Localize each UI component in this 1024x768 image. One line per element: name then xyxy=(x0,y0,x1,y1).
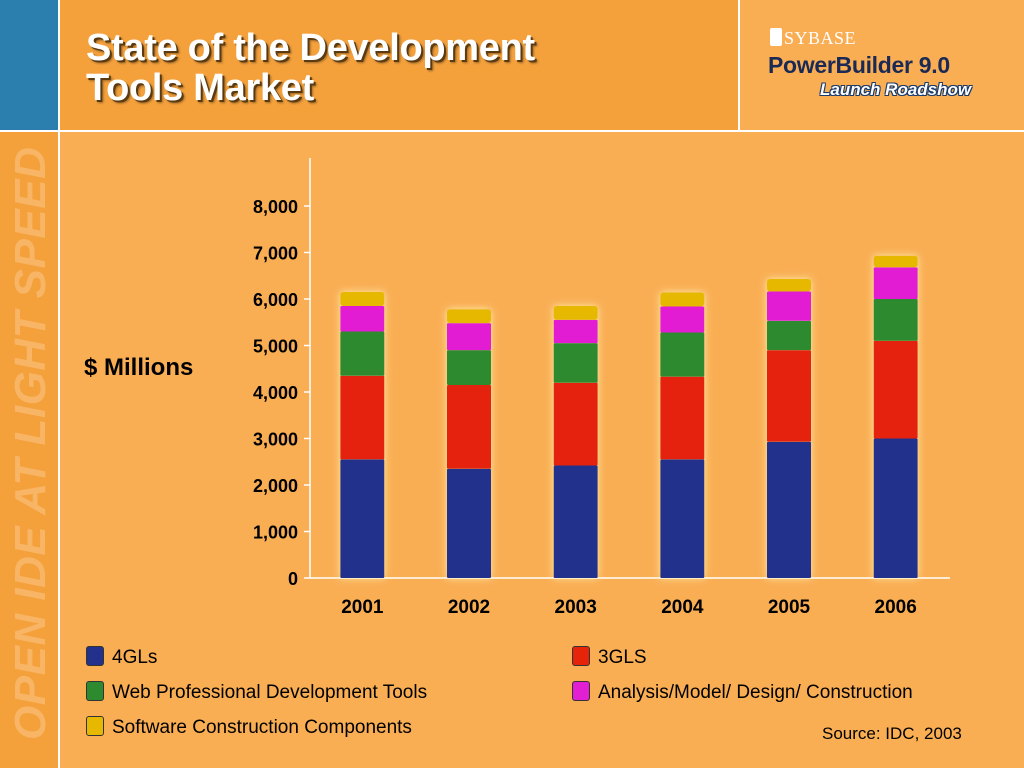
y-tick-label: 0 xyxy=(288,569,298,589)
legend-item: Analysis/Model/ Design/ Construction xyxy=(572,681,913,705)
bar-segment xyxy=(447,468,491,578)
bar-segment xyxy=(553,319,598,344)
bar-segment xyxy=(767,320,811,351)
bar-segment xyxy=(767,279,811,292)
product-name: PowerBuilder 9.0 xyxy=(768,52,950,78)
legend-label: 4GLs xyxy=(112,647,158,668)
source-note: Source: IDC, 2003 xyxy=(822,724,962,743)
divider-vertical-header xyxy=(738,0,740,130)
y-tick-label: 6,000 xyxy=(253,290,298,310)
bar-segment xyxy=(767,350,811,442)
bar-segment xyxy=(340,331,385,376)
legend-label: Web Professional Development Tools xyxy=(112,682,428,703)
side-slogan: OPEN IDE AT LIGHT SPEED xyxy=(6,146,55,740)
legend-item: Web Professional Development Tools xyxy=(86,681,427,705)
bar-segment xyxy=(340,292,385,306)
legend-swatch xyxy=(572,681,590,701)
y-tick-label: 8,000 xyxy=(253,197,298,217)
bar-stack xyxy=(447,309,491,578)
x-tick-label: 2003 xyxy=(555,597,597,618)
bar-segment xyxy=(767,441,811,578)
bar-segment xyxy=(447,323,491,351)
bar-stack xyxy=(660,292,705,578)
y-tick-label: 7,000 xyxy=(253,244,298,264)
bar-segment xyxy=(660,376,705,460)
legend-label: 3GLS xyxy=(598,647,647,668)
bar-segment xyxy=(660,292,705,307)
bar-segment xyxy=(447,309,491,324)
y-tick-label: 5,000 xyxy=(253,337,298,357)
bar-segment xyxy=(340,375,385,460)
bar-segment xyxy=(660,332,705,377)
x-tick-label: 2005 xyxy=(768,597,811,618)
bar-stack xyxy=(873,255,918,578)
legend-swatch xyxy=(86,716,104,736)
sybase-mark-icon xyxy=(770,28,782,46)
bar-segment xyxy=(447,350,491,386)
bar-segment xyxy=(660,459,705,578)
header-band xyxy=(60,0,738,130)
legend-swatch xyxy=(572,646,590,666)
bar-segment xyxy=(447,385,491,469)
y-tick-label: 4,000 xyxy=(253,383,298,403)
divider-vertical xyxy=(58,0,60,768)
y-axis-label: $ Millions xyxy=(84,354,194,381)
bar-segment xyxy=(553,343,598,383)
bar-segment xyxy=(660,306,705,333)
bar-segment xyxy=(873,340,918,439)
x-tick-label: 2001 xyxy=(341,597,384,618)
sybase-logo: SYBASE xyxy=(770,28,856,49)
event-name: Launch Roadshow xyxy=(820,80,972,99)
legend-label: Analysis/Model/ Design/ Construction xyxy=(598,682,913,703)
left-strip xyxy=(0,132,58,768)
slide-title: State of the Development Tools Market xyxy=(86,28,726,108)
bar-segment xyxy=(553,465,598,578)
bar-segment xyxy=(553,382,598,466)
x-tick-label: 2004 xyxy=(661,597,704,618)
bar-segment xyxy=(767,291,811,321)
legend-item: 3GLS xyxy=(572,646,647,670)
legend-label: Software Construction Components xyxy=(112,717,412,738)
divider-horizontal xyxy=(0,130,1024,132)
y-tick-label: 2,000 xyxy=(253,476,298,496)
stacked-bar-chart: 0 1,000 2,000 3,000 4,000 5,000 6,000 7,000 8,00… xyxy=(253,158,950,618)
legend-item: 4GLs xyxy=(86,646,157,670)
x-tick-label: 2006 xyxy=(875,597,917,618)
bar-segment xyxy=(873,299,918,341)
bar-segment xyxy=(340,305,385,332)
bar-stack xyxy=(340,292,385,578)
bar-segment xyxy=(873,255,918,268)
sybase-logo-text: SYBASE xyxy=(784,28,857,48)
legend-swatch xyxy=(86,681,104,701)
x-tick-label: 2002 xyxy=(448,597,490,618)
bar-segment xyxy=(553,305,598,320)
slide-title-line1: State of the Development xyxy=(86,27,535,69)
slide-title-line2: Tools Market xyxy=(86,67,314,109)
bar-segment xyxy=(340,459,385,578)
bar-stack xyxy=(767,279,811,578)
bar-segment xyxy=(873,438,918,578)
y-tick-label: 1,000 xyxy=(253,523,298,543)
bar-segment xyxy=(873,267,918,299)
legend-item: Software Construction Components xyxy=(86,716,412,740)
legend-swatch xyxy=(86,646,104,666)
bar-stack xyxy=(553,305,598,578)
y-tick-label: 3,000 xyxy=(253,430,298,450)
left-strip-top xyxy=(0,0,58,130)
logo-band xyxy=(740,0,1024,130)
